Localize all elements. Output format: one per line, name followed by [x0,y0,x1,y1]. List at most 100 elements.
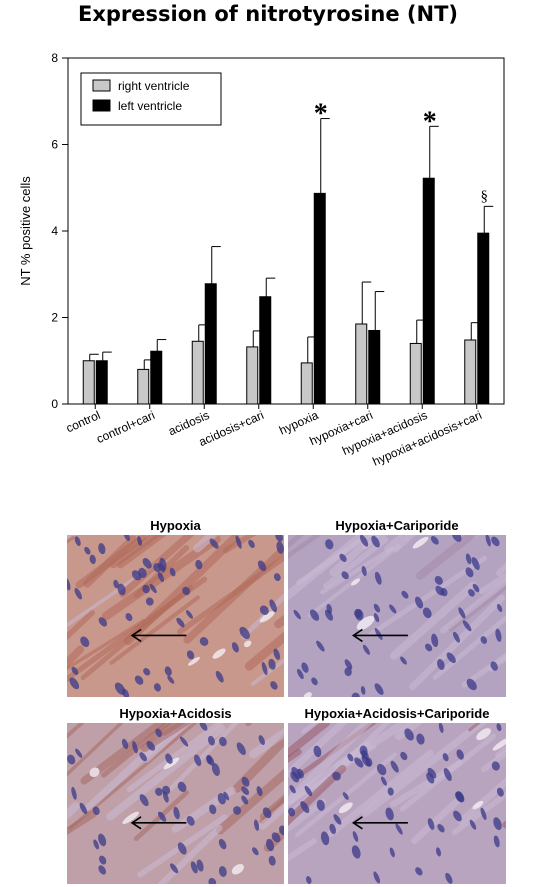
panel-label: Hypoxia+Acidosis [119,706,232,721]
cell-nucleus [313,745,322,758]
cell-nucleus [415,867,423,876]
cell-nucleus [155,787,163,796]
cell-nucleus [179,736,189,747]
cell-nucleus [69,677,80,690]
cell-nucleus [453,810,462,822]
cell-nucleus [273,648,281,660]
cell-nucleus [332,771,341,781]
cell-nucleus [341,571,349,580]
cell-nucleus [440,587,448,597]
cell-nucleus [373,871,381,884]
arrow-head [130,816,142,830]
cell-nucleus [208,877,217,884]
cell-nucleus [256,786,263,797]
muscle-fiber [67,610,95,641]
cell-nucleus [262,807,272,819]
cell-nucleus [134,675,144,685]
cell-nucleus [351,845,361,859]
muscle-fiber [100,723,172,778]
cell-nucleus [333,814,342,825]
cell-nucleus [278,825,284,836]
muscle-fiber [216,768,284,835]
cell-nucleus [430,536,439,545]
cell-nucleus [361,565,367,577]
cell-nucleus [400,656,407,665]
cell-nucleus [113,579,119,589]
micrograph-image [67,535,284,697]
muscle-fiber [480,749,506,773]
bar-left-ventricle [204,283,217,405]
tissue-gap [492,737,506,751]
muscle-fiber [461,652,506,688]
muscle-fiber [193,535,219,553]
cell-nucleus [207,735,215,746]
muscle-fiber [109,595,200,665]
cell-nucleus [241,795,249,805]
cell-nucleus [316,799,325,811]
cell-nucleus [139,752,147,762]
y-tick-label: 8 [51,51,58,65]
cell-nucleus [493,817,502,831]
cell-nucleus [194,754,202,767]
cell-nucleus [199,723,208,731]
cell-nucleus [185,610,193,619]
muscle-fiber [250,657,284,686]
cell-nucleus [401,590,409,599]
cell-nucleus [324,609,334,621]
cell-nucleus [305,876,312,884]
chart-axes: 0 2 4 6 8 NT % positive cells [18,51,505,411]
muscle-fiber [222,535,257,554]
bar-right-ventricle [82,360,95,405]
tissue-gap [212,648,226,659]
cell-nucleus [146,740,156,751]
cell-nucleus [268,658,276,670]
cell-nucleus [67,577,71,591]
arrow-head [351,628,363,643]
cell-nucleus [153,563,161,573]
muscle-fiber [409,594,506,691]
cell-nucleus [437,824,445,833]
muscle-fiber [168,723,239,791]
cell-nucleus [186,815,195,826]
cell-nucleus [344,659,353,670]
muscle-fiber [361,723,487,817]
cell-nucleus [89,554,96,565]
cell-nucleus [442,753,449,762]
cell-nucleus [92,806,100,815]
chart-legend: right ventricle left ventricle [80,72,222,126]
cell-nucleus [259,605,269,615]
cell-nucleus [93,839,100,850]
cell-nucleus [209,538,219,549]
micrograph-image [288,723,506,884]
cell-nucleus [218,866,227,877]
cell-nucleus [169,567,176,577]
muscle-fiber [288,723,373,804]
cell-nucleus [98,833,107,847]
cell-nucleus [233,806,242,815]
muscle-fiber [288,535,322,559]
cell-nucleus [84,546,91,555]
cell-nucleus [389,604,397,614]
cell-nucleus [176,617,185,628]
cell-nucleus [290,771,299,783]
cell-nucleus [215,670,224,683]
muscle-fiber [384,535,413,553]
tissue-gap [89,767,100,778]
cell-nucleus [431,633,439,648]
cell-nucleus [165,753,173,764]
cell-nucleus [79,802,88,815]
y-tick-label: 2 [51,311,58,325]
cell-nucleus [75,748,83,758]
cell-nucleus [414,596,424,609]
cell-nucleus [347,753,354,762]
cell-nucleus [199,637,209,646]
muscle-fiber [411,796,463,844]
muscle-fiber [67,619,146,671]
cell-nucleus [71,666,79,675]
cell-nucleus [155,728,162,738]
cell-nucleus [98,855,107,865]
cell-nucleus [422,607,432,619]
tissue-gap [351,578,361,586]
cell-nucleus [293,609,301,620]
cell-nucleus [236,742,246,756]
